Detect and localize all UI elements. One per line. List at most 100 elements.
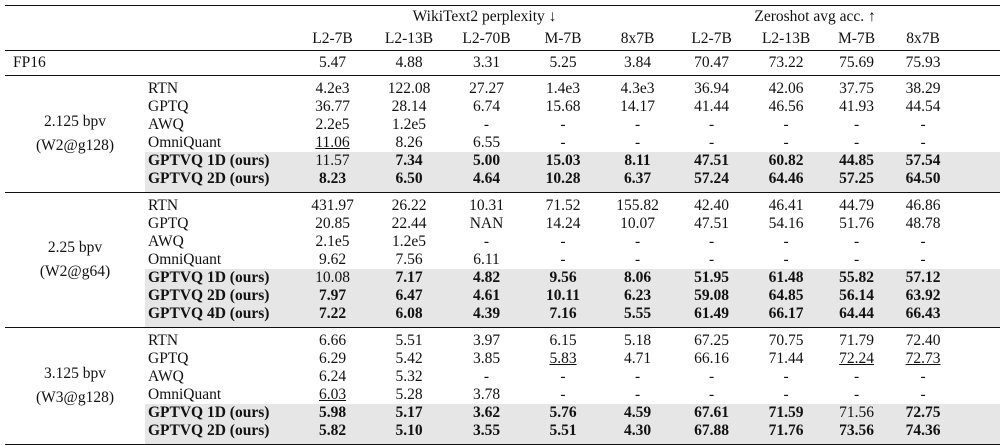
value-cell: 66.17 bbox=[749, 305, 824, 328]
value-cell: - bbox=[560, 368, 566, 385]
method-name: GPTQ bbox=[148, 350, 189, 367]
metric-group: WikiText2 perplexity ↓ bbox=[412, 8, 557, 25]
value-cell: - bbox=[560, 233, 566, 250]
value-cell: 57.25 bbox=[823, 170, 891, 193]
value-cell: 5.10 bbox=[370, 422, 448, 445]
value-cell: - bbox=[634, 368, 641, 385]
method-row: 2.25 bpv (W2@g64) RTN 431.97 26.22 10.31 71.52… bbox=[5, 193, 1000, 280]
value-cell: 47.51 bbox=[694, 215, 729, 232]
bpv-section: 2.25 bpv (W2@g64) RTN 431.97 26.22 10.31 71.52… bbox=[5, 192, 1000, 328]
value-cell: 9.56 bbox=[525, 269, 601, 287]
method-name: OmniQuant bbox=[148, 386, 222, 403]
method-row: GPTVQ 4D (ours) 7.22 6.08 4.39 7.16 5.55 61.49… bbox=[5, 305, 1000, 328]
value-cell: 14.17 bbox=[620, 98, 655, 115]
bpv-value: 3.125 bpv bbox=[44, 365, 106, 382]
method-row: GPTQ 6.29 5.42 3.85 5.83 4.71 66.16 71.44 72.24 7… bbox=[5, 350, 1000, 368]
metric-group: Zeroshot avg acc. ↑ bbox=[754, 8, 876, 25]
method-row: AWQ 2.2e5 1.2e5 - - - - - - - bbox=[5, 116, 1000, 134]
value-cell: - bbox=[483, 233, 490, 250]
value-cell: - bbox=[783, 251, 789, 268]
underlined-value: 72.24 bbox=[839, 350, 874, 367]
value-cell: 7.34 bbox=[370, 152, 448, 170]
value-cell: 28.14 bbox=[391, 98, 427, 115]
value-cell: - bbox=[920, 386, 926, 403]
value-cell: 4.39 bbox=[448, 305, 525, 328]
method-row: 3.125 bpv (W3@g128) RTN 6.66 5.51 3.97 6.15 5.1… bbox=[5, 328, 1000, 406]
value-cell: 5.55 bbox=[601, 305, 675, 328]
value-cell: 71.79 bbox=[839, 332, 874, 349]
value-cell: 51.76 bbox=[839, 215, 874, 232]
underlined-value: 72.73 bbox=[905, 350, 941, 367]
value-cell: - bbox=[853, 233, 860, 250]
method-row: GPTVQ 2D (ours) 8.23 6.50 4.64 10.28 6.37 57.2… bbox=[5, 170, 1000, 193]
value-cell: 44.79 bbox=[839, 197, 874, 214]
value-cell: 11.57 bbox=[295, 152, 370, 170]
method-row: OmniQuant 11.06 8.26 6.55 - - - - - - bbox=[5, 134, 1000, 152]
value-cell: 6.11 bbox=[473, 251, 500, 268]
value-cell: - bbox=[783, 116, 789, 133]
value-cell: 57.12 bbox=[890, 269, 957, 287]
value-cell: 64.85 bbox=[749, 287, 824, 305]
method-row: GPTVQ 1D (ours) 10.08 7.17 4.82 9.56 8.06 51.9… bbox=[5, 269, 1000, 287]
underlined-value: 6.03 bbox=[318, 386, 347, 403]
value-cell: 66.16 bbox=[694, 350, 729, 367]
value-cell: 4.30 bbox=[601, 422, 675, 445]
value-cell: - bbox=[708, 251, 715, 268]
bpv-label: 3.125 bpv (W3@g128) bbox=[5, 328, 145, 445]
method-name: GPTVQ 2D (ours) bbox=[145, 287, 295, 305]
method-name: AWQ bbox=[148, 233, 184, 250]
value-cell: 11.06 bbox=[295, 134, 370, 152]
spacer bbox=[956, 386, 1000, 404]
value-cell: - bbox=[634, 386, 641, 403]
method-name: OmniQuant bbox=[148, 134, 222, 151]
value-cell: - bbox=[708, 233, 715, 250]
spacer bbox=[956, 305, 1000, 328]
value-cell: - bbox=[853, 134, 860, 151]
value-cell: 10.28 bbox=[525, 170, 601, 193]
value-cell: - bbox=[708, 116, 715, 133]
value-cell: 1.2e5 bbox=[391, 233, 426, 250]
value-cell: - bbox=[853, 251, 860, 268]
method-name: GPTVQ 1D (ours) bbox=[145, 269, 295, 287]
baseline-section: FP16 5.47 4.88 3.31 5.25 3.84 70.47 73.22 75.69 7… bbox=[5, 50, 1000, 76]
value-cell: 72.75 bbox=[890, 404, 957, 422]
value-cell: 8.23 bbox=[295, 170, 370, 193]
value-cell: 6.23 bbox=[601, 287, 675, 305]
spacer bbox=[956, 368, 1000, 386]
value-cell: 6.08 bbox=[370, 305, 448, 328]
value-cell: 47.51 bbox=[674, 152, 750, 170]
spacer bbox=[956, 6, 1000, 29]
value-cell: 6.74 bbox=[472, 98, 501, 115]
value-cell: 5.18 bbox=[623, 332, 652, 349]
value-cell: 431.97 bbox=[311, 197, 354, 214]
value-cell: - bbox=[920, 368, 926, 385]
value-cell: 2.2e5 bbox=[315, 116, 350, 133]
value-cell: - bbox=[920, 233, 926, 250]
value-cell: - bbox=[560, 134, 566, 151]
value-cell: 5.32 bbox=[395, 368, 423, 385]
value-cell: 4.71 bbox=[623, 350, 652, 367]
spacer bbox=[956, 152, 1000, 170]
value-cell: 44.85 bbox=[823, 152, 891, 170]
bpv-setting: (W2@g64) bbox=[39, 263, 111, 280]
value-cell: 27.27 bbox=[469, 80, 504, 97]
method-name: RTN bbox=[148, 197, 179, 214]
value-cell: 5.28 bbox=[395, 386, 423, 403]
spacer bbox=[956, 328, 1000, 351]
method-name: AWQ bbox=[148, 368, 184, 385]
value-cell: 6.47 bbox=[370, 287, 448, 305]
value-cell: 5.00 bbox=[448, 152, 525, 170]
value-cell: 5.17 bbox=[370, 404, 448, 422]
spacer bbox=[956, 422, 1000, 445]
value-cell: - bbox=[853, 368, 860, 385]
value-cell: 54.16 bbox=[768, 215, 804, 232]
value-cell: 15.68 bbox=[545, 98, 581, 115]
value-cell: 7.56 bbox=[395, 251, 423, 268]
value-cell: 64.44 bbox=[823, 305, 891, 328]
spacer bbox=[956, 134, 1000, 152]
value-cell: 67.25 bbox=[694, 332, 729, 349]
value-cell: - bbox=[483, 116, 490, 133]
model-header: L2-70B bbox=[462, 30, 511, 47]
value-cell: 26.22 bbox=[391, 197, 427, 214]
